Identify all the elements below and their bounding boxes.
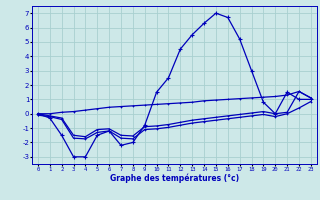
X-axis label: Graphe des températures (°c): Graphe des températures (°c) (110, 173, 239, 183)
